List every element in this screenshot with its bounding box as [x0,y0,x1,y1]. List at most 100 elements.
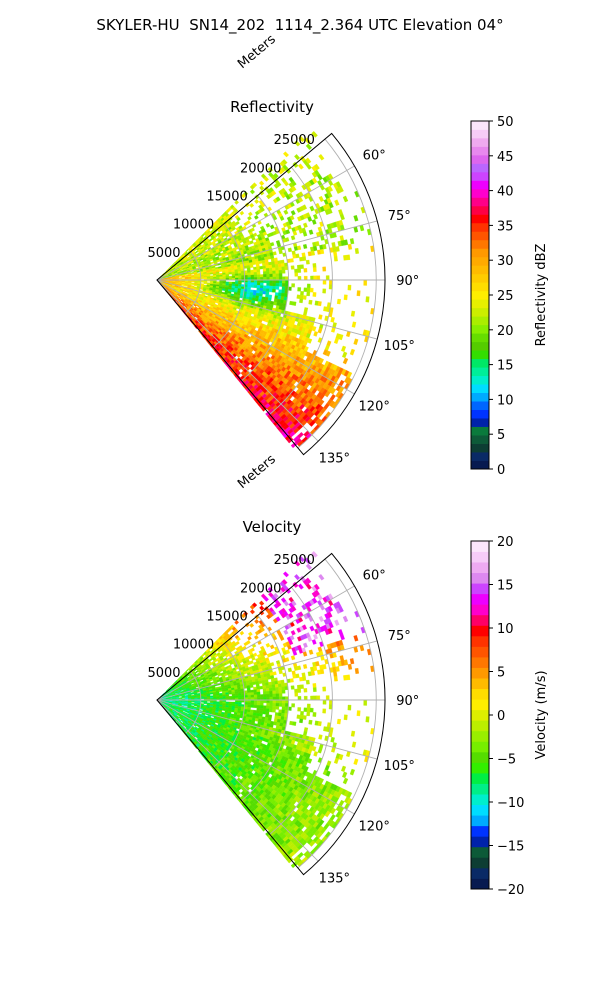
colorbar-label: Reflectivity dBZ [534,244,549,347]
colorbar-swatch [471,188,489,198]
colorbar-swatch [471,836,489,848]
colorbar-swatch [471,804,489,816]
colorbar-swatch [471,562,489,574]
colorbar-swatch [471,180,489,190]
colorbar-swatch [471,443,489,453]
colorbar-swatch [471,604,489,616]
colorbar-swatch [471,452,489,461]
colorbar-swatch [471,572,489,584]
colorbar-tick-label: 0 [497,463,505,478]
colorbar-swatch [471,741,489,753]
angular-tick-label: 120° [359,819,390,834]
colorbar-label: Velocity (m/s) [534,670,549,759]
colorbar-swatch [471,205,489,215]
colorbar-swatch [471,384,489,394]
polar-grid [156,558,385,869]
colorbar-tick-label: 25 [497,289,514,304]
radial-gridline [241,195,289,382]
colorbar-swatch [471,541,489,552]
colorbar-tick-label: 35 [497,219,514,234]
colorbar-swatch [471,762,489,774]
colorbar-tick-label: 10 [497,622,514,637]
colorbar-tick-label: 45 [497,150,514,165]
angular-tick-label: 90° [396,274,419,289]
colorbar-swatch [471,688,489,700]
colorbar-swatch [471,878,489,890]
colorbar-swatch [471,231,489,241]
colorbar-swatch [471,709,489,721]
radial-tick-label: 15000 [206,189,247,204]
colorbar-swatch [471,846,489,858]
radial-axis-label: Meters [235,452,279,492]
colorbar-swatch [471,614,489,626]
radial-axis-label: Meters [235,32,279,72]
radial-gridline [297,138,377,449]
colorbar-swatch [471,751,489,763]
angular-tick-label: 75° [388,209,411,224]
colorbar-swatch [471,657,489,668]
panel-velocity: Velocity 5000 10000 15000 20000 25000 Meters 60… [147,452,549,898]
colorbar-swatch [471,299,489,309]
colorbar-swatch [471,171,489,181]
colorbar: 0 5 10 15 20 25 30 35 40 45 50 Reflectivity dBZ [470,115,549,478]
colorbar-swatch [471,358,489,368]
radial-tick-label: 15000 [206,609,247,624]
colorbar-swatch [471,307,489,317]
radial-tick-label: 20000 [240,161,281,176]
angular-gridline [156,220,378,281]
colorbar-swatch [471,460,489,470]
colorbar-swatch [471,857,489,869]
colorbar-swatch [471,367,489,377]
radial-tick-label: 10000 [173,218,214,233]
polar-grid [156,138,385,449]
radial-gridline [241,615,289,802]
radial-gridline [269,586,333,835]
colorbar-swatch [471,720,489,732]
colorbar-swatch [471,350,489,360]
colorbar-tick-label: 15 [497,579,514,594]
colorbar-tick-label: 20 [497,535,514,550]
colorbar-swatch [471,392,489,402]
angular-tick-label: 135° [319,871,350,886]
colorbar-swatch [471,316,489,326]
radial-gridline [213,643,246,768]
colorbar-tick-label: 5 [497,428,505,443]
colorbar-swatch [471,593,489,605]
colorbar-swatch [471,625,489,637]
angular-gridline [156,699,355,815]
angular-gridline [156,699,319,862]
colorbar-swatch [471,333,489,343]
colorbar-tick-label: −15 [497,840,524,855]
colorbar-swatch [471,773,489,784]
colorbar-swatch [471,435,489,444]
colorbar-swatch [471,825,489,837]
figure-title: SKYLER-HU SN14_202 1114_2.364 UTC Elevat… [96,16,504,34]
panel-title: Reflectivity [230,98,314,116]
angular-gridline [156,699,378,760]
angular-gridline [156,585,355,701]
colorbar-swatch [471,154,489,164]
colorbar-swatch [471,551,489,563]
angular-gridline [156,279,319,442]
angular-tick-label: 135° [319,451,350,466]
colorbar-swatch [471,239,489,249]
colorbar-swatch [471,324,489,334]
angular-tick-label: 120° [359,399,390,414]
colorbar-swatch [471,783,489,795]
colorbar-tick-label: 40 [497,185,514,200]
colorbar-swatch [471,163,489,173]
colorbar-swatch [471,730,489,742]
radial-tick-label: 5000 [147,666,180,681]
colorbar-swatch [471,121,489,130]
colorbar-tick-label: 15 [497,359,514,374]
colorbar-swatch [471,222,489,232]
colorbar-tick-label: 0 [497,709,505,724]
sector-frame [156,132,386,456]
radial-tick-label: 25000 [274,133,315,148]
colorbar-swatch [471,375,489,385]
colorbar-swatch [471,137,489,147]
angular-gridline [156,165,355,281]
colorbar-swatch [471,635,489,647]
